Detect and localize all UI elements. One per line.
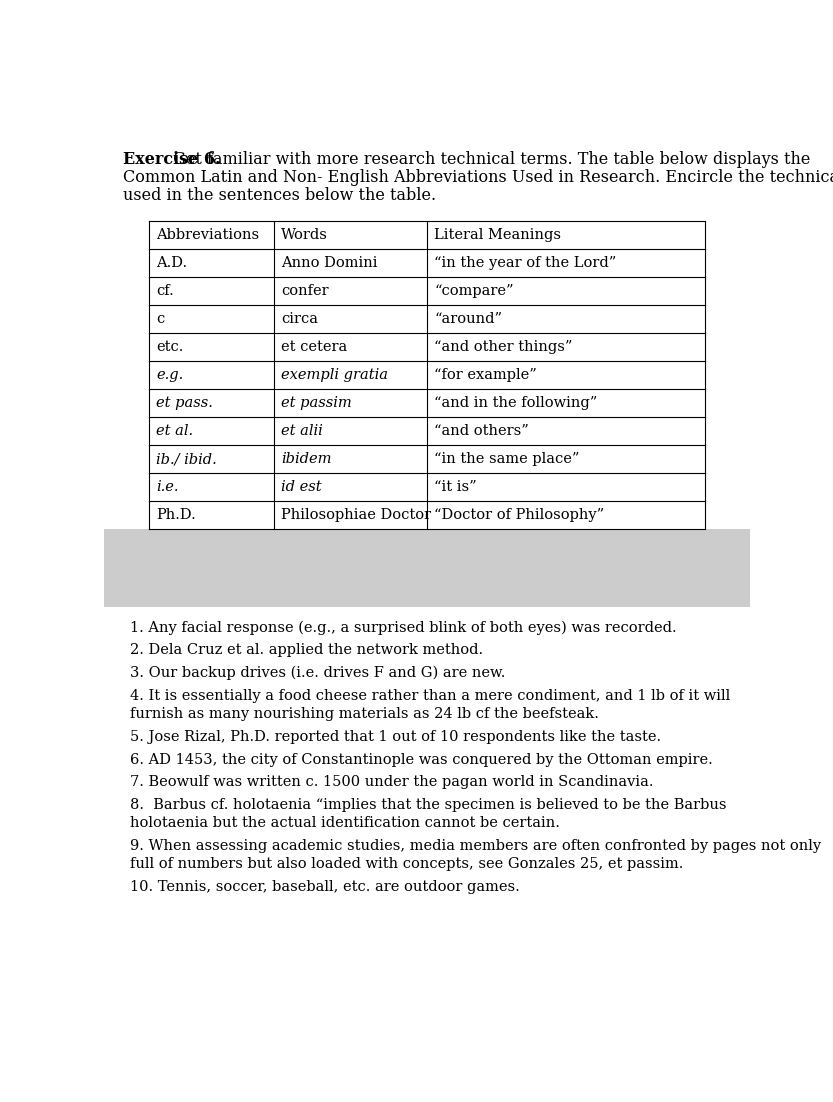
- Text: Words: Words: [282, 228, 328, 242]
- Text: 1. Any facial response (e.g., a surprised blink of both eyes) was recorded.: 1. Any facial response (e.g., a surprise…: [130, 620, 676, 635]
- Text: etc.: etc.: [157, 341, 184, 355]
- Text: Ph.D.: Ph.D.: [157, 508, 196, 522]
- Text: 3. Our backup drives (i.e. drives F and G) are new.: 3. Our backup drives (i.e. drives F and …: [130, 666, 506, 680]
- Text: et passim: et passim: [282, 397, 352, 410]
- Text: et pass.: et pass.: [157, 397, 213, 410]
- Text: Abbreviations: Abbreviations: [157, 228, 260, 242]
- Text: full of numbers but also loaded with concepts, see Gonzales 25, et passim.: full of numbers but also loaded with con…: [130, 857, 683, 871]
- Text: Get familiar with more research technical terms. The table below displays the: Get familiar with more research technica…: [167, 151, 810, 168]
- FancyBboxPatch shape: [104, 529, 750, 607]
- Text: “in the year of the Lord”: “in the year of the Lord”: [434, 257, 616, 270]
- Text: id est: id est: [282, 480, 322, 495]
- Text: furnish as many nourishing materials as 24 lb cf the beefsteak.: furnish as many nourishing materials as …: [130, 706, 599, 721]
- Text: c: c: [157, 312, 165, 326]
- Text: used in the sentences below the table.: used in the sentences below the table.: [123, 186, 436, 204]
- Text: 8.  Barbus cf. holotaenia “implies that the specimen is believed to be the Barbu: 8. Barbus cf. holotaenia “implies that t…: [130, 798, 726, 812]
- Text: A.D.: A.D.: [157, 257, 187, 270]
- Text: circa: circa: [282, 312, 318, 326]
- Text: Exercise 6.: Exercise 6.: [123, 151, 221, 168]
- Text: “and other things”: “and other things”: [434, 341, 572, 355]
- Text: et alii: et alii: [282, 424, 323, 439]
- Text: 4. It is essentially a food cheese rather than a mere condiment, and 1 lb of it : 4. It is essentially a food cheese rathe…: [130, 689, 731, 703]
- Text: 7. Beowulf was written c. 1500 under the pagan world in Scandinavia.: 7. Beowulf was written c. 1500 under the…: [130, 776, 653, 789]
- Text: et cetera: et cetera: [282, 341, 347, 355]
- Text: “and others”: “and others”: [434, 424, 529, 439]
- Text: holotaenia but the actual identification cannot be certain.: holotaenia but the actual identification…: [130, 817, 560, 830]
- Text: 2. Dela Cruz et al. applied the network method.: 2. Dela Cruz et al. applied the network …: [130, 644, 483, 657]
- Text: “and in the following”: “and in the following”: [434, 397, 597, 410]
- Text: et al.: et al.: [157, 424, 193, 439]
- Text: Philosophiae Doctor: Philosophiae Doctor: [282, 508, 431, 522]
- Text: confer: confer: [282, 284, 329, 299]
- Text: 6. AD 1453, the city of Constantinople was conquered by the Ottoman empire.: 6. AD 1453, the city of Constantinople w…: [130, 753, 713, 767]
- Text: exempli gratia: exempli gratia: [282, 368, 388, 382]
- Text: cf.: cf.: [157, 284, 174, 299]
- Text: “it is”: “it is”: [434, 480, 476, 495]
- Text: Literal Meanings: Literal Meanings: [434, 228, 561, 242]
- Text: “around”: “around”: [434, 312, 502, 326]
- Text: ibidem: ibidem: [282, 452, 332, 466]
- Text: Common Latin and Non- English Abbreviations Used in Research. Encircle the techn: Common Latin and Non- English Abbreviati…: [123, 169, 833, 186]
- Text: “Doctor of Philosophy”: “Doctor of Philosophy”: [434, 508, 604, 522]
- Text: “in the same place”: “in the same place”: [434, 452, 580, 466]
- Text: i.e.: i.e.: [157, 480, 179, 495]
- Text: 9. When assessing academic studies, media members are often confronted by pages : 9. When assessing academic studies, medi…: [130, 839, 821, 853]
- Text: ib./ ibid.: ib./ ibid.: [157, 452, 217, 466]
- Text: 10. Tennis, soccer, baseball, etc. are outdoor games.: 10. Tennis, soccer, baseball, etc. are o…: [130, 879, 520, 894]
- Text: e.g.: e.g.: [157, 368, 183, 382]
- Text: 5. Jose Rizal, Ph.D. reported that 1 out of 10 respondents like the taste.: 5. Jose Rizal, Ph.D. reported that 1 out…: [130, 730, 661, 744]
- Text: “for example”: “for example”: [434, 368, 536, 382]
- Text: Anno Domini: Anno Domini: [282, 257, 378, 270]
- Text: “compare”: “compare”: [434, 284, 513, 299]
